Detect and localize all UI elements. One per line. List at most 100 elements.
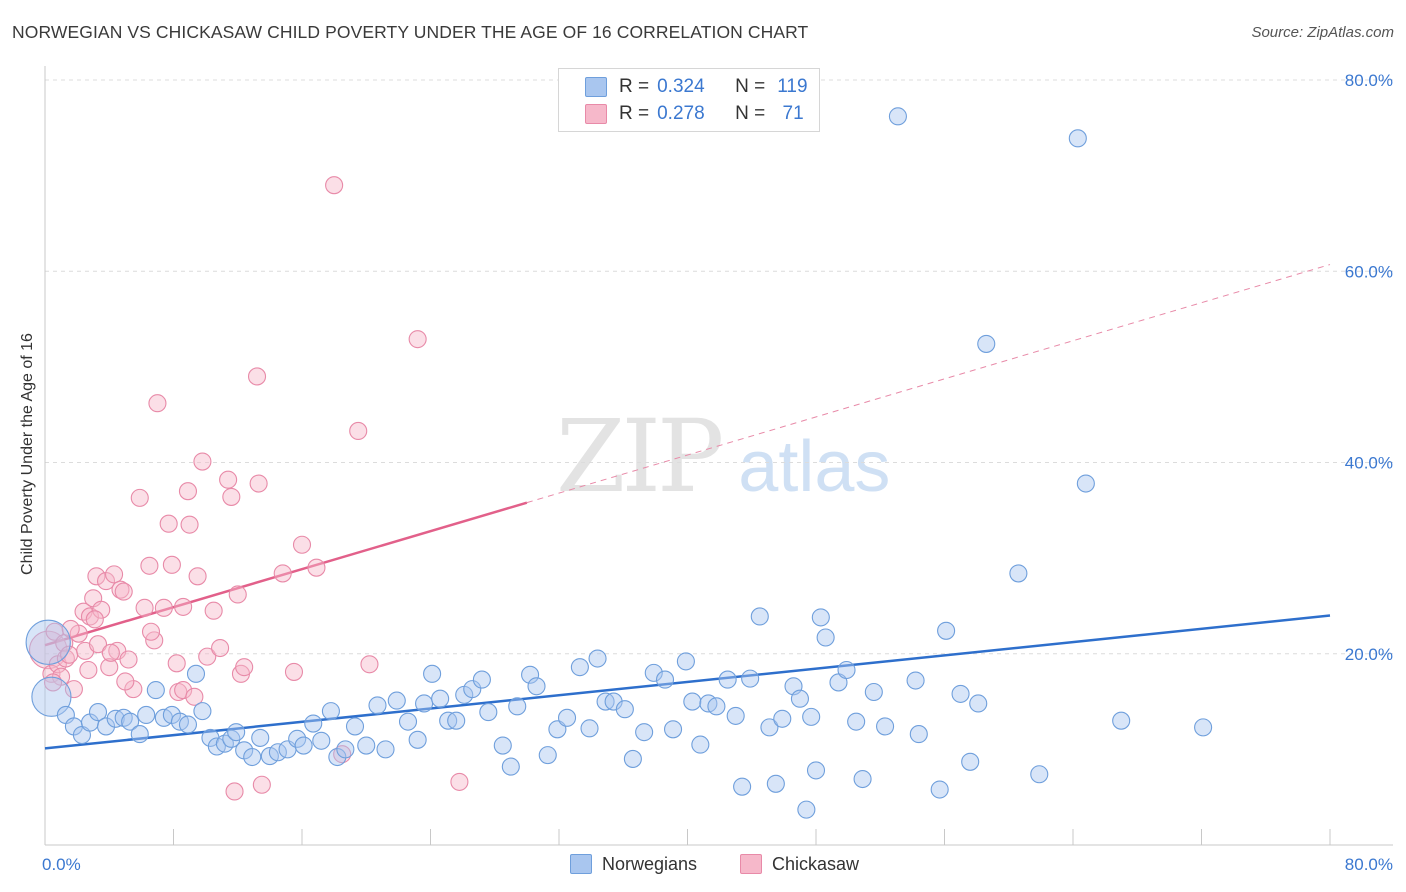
norwegian-point <box>423 664 442 683</box>
y-tick-label: 60.0% <box>1345 262 1393 281</box>
norwegian-point <box>288 729 307 748</box>
legend-swatch-blue <box>585 77 607 97</box>
norwegian-point <box>580 719 599 738</box>
chickasaw-point <box>61 619 80 638</box>
tick-labels: 20.0% 40.0% 60.0% 80.0% 0.0% 80.0% <box>42 71 1393 874</box>
norwegian-point <box>644 663 663 682</box>
trend-layer <box>44 264 1331 750</box>
norwegian-point <box>961 752 980 771</box>
chickasaw-point <box>174 597 193 616</box>
chickasaw-point <box>284 662 304 681</box>
norwegian-point <box>501 757 520 776</box>
norwegian-point <box>387 691 406 710</box>
norwegian-point <box>398 712 418 731</box>
norwegian-point <box>527 677 546 696</box>
chickasaw-point <box>211 638 230 658</box>
norwegian-point <box>766 774 785 793</box>
chickasaw-point <box>167 654 186 673</box>
chickasaw-trend-line <box>44 501 528 647</box>
chickasaw-point <box>185 687 204 706</box>
norwegian-point <box>130 725 149 744</box>
chickasaw-point <box>228 585 247 604</box>
norwegian-point <box>760 718 779 737</box>
legend-n-value: 119 <box>777 76 808 97</box>
norwegian-point <box>806 761 826 780</box>
norwegian-point <box>472 670 491 689</box>
chickasaw-point <box>252 775 271 794</box>
norwegian-point <box>25 619 71 665</box>
norwegian-point <box>294 736 313 755</box>
x-tick-label: 0.0% <box>42 855 81 874</box>
norwegian-point <box>750 607 769 626</box>
y-tick-label: 40.0% <box>1345 454 1393 473</box>
legend-r-value: 0.324 <box>657 76 705 97</box>
norwegian-points <box>25 107 1213 819</box>
norwegian-point <box>227 723 246 742</box>
norwegian-point <box>683 692 702 711</box>
norwegian-point <box>676 652 695 671</box>
norwegian-point <box>853 769 872 789</box>
legend-r-label: R = <box>619 76 650 97</box>
norwegian-point <box>691 735 710 754</box>
norwegian-point <box>557 708 577 727</box>
norwegian-point <box>415 694 434 713</box>
legend-n-label: N = <box>735 103 766 124</box>
chickasaw-point <box>85 610 104 629</box>
bottom-legend-norwegians: Norwegians <box>570 852 697 876</box>
norwegian-point <box>408 730 427 749</box>
chickasaw-point <box>408 330 427 349</box>
source-label: Source: ZipAtlas.com <box>1251 24 1394 41</box>
norwegian-point <box>930 780 949 799</box>
norwegian-point <box>741 669 760 688</box>
norwegian-point <box>1076 474 1095 493</box>
legend-r-value: 0.278 <box>657 103 705 124</box>
chickasaw-point <box>333 745 352 764</box>
legend-n-label: N = <box>735 76 766 97</box>
norwegian-point <box>312 731 331 750</box>
bottom-legend-swatch-pink <box>740 854 762 874</box>
norwegian-point <box>336 740 355 759</box>
chickasaw-point <box>249 474 268 493</box>
norwegian-point <box>864 682 883 702</box>
chickasaw-point <box>180 515 199 534</box>
norwegian-point <box>479 703 498 722</box>
norwegian-point <box>186 664 206 683</box>
norwegian-point <box>146 681 165 700</box>
y-tick-label: 80.0% <box>1345 71 1393 90</box>
chickasaw-point <box>80 607 100 626</box>
legend-swatch-pink <box>585 104 607 124</box>
norwegian-point <box>1112 711 1131 730</box>
chickasaw-point <box>188 567 207 586</box>
chickasaw-point <box>130 488 149 507</box>
chickasaw-point <box>79 660 98 680</box>
chickasaw-point <box>141 622 161 641</box>
bottom-legend-label-chickasaw: Chickasaw <box>772 853 860 874</box>
norwegian-point <box>1194 718 1213 737</box>
norwegian-point <box>243 747 262 767</box>
chickasaw-point <box>198 647 217 666</box>
norwegian-point <box>538 746 557 765</box>
chickasaw-point <box>148 394 167 413</box>
chickasaw-point <box>292 535 312 554</box>
chickasaw-point <box>193 452 212 471</box>
norwegian-point <box>31 676 72 717</box>
chickasaw-point <box>154 598 173 617</box>
norwegian-point <box>508 697 527 716</box>
norwegian-point <box>1030 765 1049 784</box>
chickasaw-point <box>64 680 83 699</box>
chickasaw-point <box>159 514 178 533</box>
chickasaw-point <box>140 556 159 575</box>
norwegian-point <box>570 658 589 677</box>
norwegian-point <box>726 706 745 725</box>
legend-n-value: 71 <box>777 103 804 124</box>
norwegian-point <box>304 714 323 733</box>
legend-row-norwegians: R = 0.324 N = 119 <box>585 75 808 99</box>
norwegian-point <box>178 715 198 734</box>
chickasaw-point <box>162 555 181 574</box>
chickasaw-point <box>87 567 106 586</box>
norwegian-point <box>376 740 395 759</box>
norwegian-point <box>463 680 482 699</box>
norwegian-point <box>707 697 726 716</box>
norwegian-point <box>802 707 821 726</box>
